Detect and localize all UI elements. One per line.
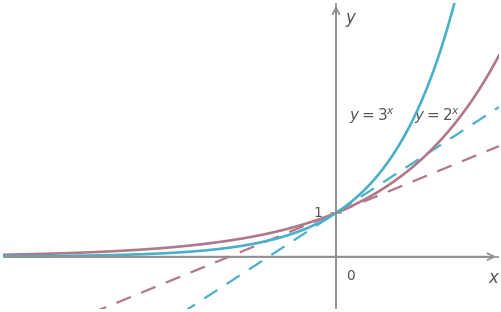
Text: $y = 3^x$: $y = 3^x$ (349, 107, 395, 126)
Text: 1: 1 (313, 206, 322, 220)
Text: 0: 0 (345, 269, 354, 283)
Text: $y = 2^x$: $y = 2^x$ (413, 107, 459, 126)
Text: x: x (487, 269, 497, 287)
Text: y: y (345, 9, 355, 27)
